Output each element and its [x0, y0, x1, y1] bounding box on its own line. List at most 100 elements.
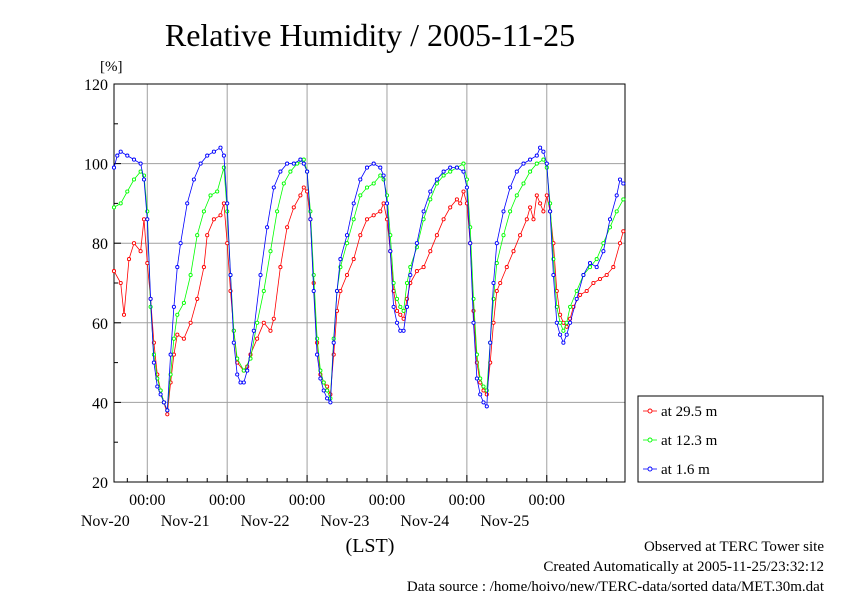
- data-point: [358, 233, 363, 238]
- data-point: [528, 205, 533, 210]
- data-point: [235, 356, 240, 361]
- data-point: [398, 328, 403, 333]
- data-point: [594, 257, 599, 262]
- data-point: [454, 197, 459, 202]
- x-tick-date: Nov-23: [321, 513, 370, 530]
- x-tick-date: Nov-22: [241, 513, 290, 530]
- data-point: [388, 249, 393, 254]
- series-1: [111, 185, 626, 417]
- data-point: [448, 205, 453, 210]
- data-point: [481, 388, 486, 393]
- data-point: [111, 205, 117, 210]
- legend-box: [637, 395, 824, 483]
- y-tick-label: 60: [92, 316, 108, 333]
- data-point: [195, 296, 200, 301]
- data-point: [205, 233, 210, 238]
- data-point: [265, 225, 270, 230]
- data-point: [171, 336, 176, 341]
- data-point: [158, 392, 163, 397]
- x-tick-time: 00:00: [289, 492, 325, 509]
- x-tick-time: 00:00: [529, 492, 565, 509]
- data-point: [521, 161, 526, 166]
- series-2: [111, 157, 626, 413]
- data-point: [394, 320, 400, 325]
- y-tick-label: 100: [84, 157, 108, 174]
- legend: at 29.5 m at 12.3 m at 1.6 m: [637, 395, 824, 483]
- data-point: [191, 177, 196, 182]
- data-point: [458, 201, 463, 206]
- data-point: [275, 209, 280, 214]
- data-point: [414, 241, 419, 246]
- data-point: [544, 193, 549, 198]
- data-point: [428, 197, 433, 202]
- data-point: [351, 217, 356, 222]
- data-point: [454, 165, 459, 170]
- data-point: [371, 181, 376, 186]
- data-point: [561, 320, 566, 325]
- y-tick-label: 20: [92, 475, 108, 492]
- data-point: [315, 352, 320, 357]
- data-point: [181, 336, 186, 341]
- data-point: [478, 392, 483, 397]
- data-point: [291, 161, 296, 166]
- data-point: [225, 241, 230, 246]
- data-point: [607, 217, 613, 222]
- data-point: [334, 288, 340, 294]
- data-point: [531, 217, 536, 222]
- data-point: [378, 165, 383, 170]
- data-point: [118, 149, 123, 154]
- data-point: [384, 201, 390, 206]
- data-point: [488, 340, 493, 345]
- data-point: [155, 384, 160, 389]
- data-point: [235, 372, 240, 377]
- data-point: [404, 280, 410, 286]
- data-point: [478, 376, 483, 381]
- data-point: [421, 265, 426, 270]
- data-point: [541, 149, 546, 154]
- data-point: [138, 161, 143, 166]
- data-point: [394, 308, 400, 313]
- data-point: [301, 157, 306, 162]
- data-point: [541, 209, 546, 214]
- data-point: [168, 352, 173, 357]
- data-point: [321, 380, 326, 385]
- legend-swatch-marker: [647, 466, 653, 472]
- data-point: [617, 241, 623, 246]
- data-point: [561, 328, 566, 333]
- data-point: [271, 185, 276, 190]
- data-point: [481, 384, 486, 389]
- data-point: [484, 404, 489, 409]
- data-point: [171, 304, 176, 309]
- data-point: [564, 320, 569, 325]
- x-tick-time: 00:00: [129, 492, 165, 509]
- data-point: [338, 257, 343, 262]
- data-point: [541, 157, 546, 162]
- data-point: [188, 272, 193, 278]
- data-point: [604, 272, 609, 278]
- data-point: [621, 197, 626, 202]
- data-point: [494, 241, 499, 246]
- data-point: [538, 201, 543, 206]
- x-axis-label: (LST): [346, 535, 395, 557]
- data-point: [441, 217, 446, 222]
- data-point: [461, 161, 466, 166]
- data-point: [594, 265, 599, 270]
- data-point: [614, 209, 619, 214]
- data-point: [528, 169, 533, 174]
- data-point: [508, 209, 513, 214]
- data-point: [528, 157, 533, 162]
- data-point: [561, 340, 566, 345]
- data-point: [494, 288, 499, 294]
- data-point: [298, 157, 303, 162]
- data-point: [494, 261, 499, 266]
- data-point: [558, 332, 563, 337]
- data-point: [211, 149, 216, 154]
- data-point: [378, 209, 383, 214]
- data-point: [308, 217, 313, 222]
- data-point: [325, 388, 330, 393]
- data-point: [301, 161, 306, 166]
- data-point: [285, 225, 290, 230]
- data-point: [245, 368, 250, 373]
- data-point: [521, 181, 526, 186]
- data-point: [398, 312, 403, 317]
